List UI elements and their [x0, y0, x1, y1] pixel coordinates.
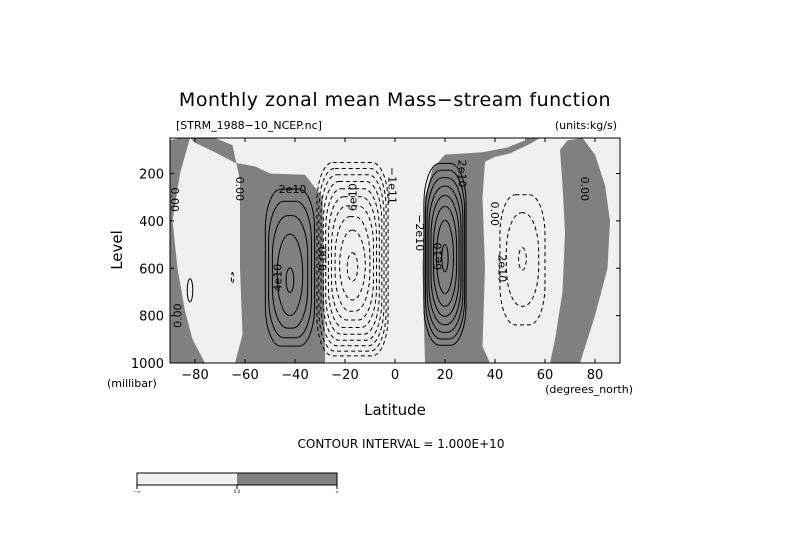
contour-line	[264, 188, 316, 347]
contour-label: 0.00	[578, 177, 591, 202]
contour-line	[285, 267, 295, 293]
x-unit-label: (degrees_north)	[545, 383, 633, 396]
southern-polar-cell-contours	[186, 278, 194, 303]
colorbar-bin	[137, 473, 237, 485]
southern-mid-positive	[190, 138, 325, 363]
southern-ferrel-cell-contours	[230, 271, 234, 285]
x-tick-label: 40	[487, 368, 504, 383]
y-unit-label: (millibar)	[107, 377, 157, 390]
contour-line	[276, 233, 304, 317]
x-tick-label: −60	[231, 368, 258, 383]
y-axis-title: Level	[108, 230, 126, 270]
contour-line	[441, 244, 449, 273]
y-tick-label: 600	[139, 262, 164, 277]
northern-polar-positive	[550, 138, 610, 363]
colorbar-bin	[237, 473, 337, 485]
contour-line	[316, 162, 389, 357]
contour-label: 2e10	[496, 254, 509, 282]
contour-line	[346, 252, 359, 282]
contour-label: 6e10	[432, 243, 445, 271]
tropical-cell-south-contours	[316, 162, 389, 357]
contour-label: 0.00	[233, 177, 246, 202]
colorbar-label: 0.0	[234, 489, 241, 494]
contour-line	[425, 169, 466, 340]
contour-label: 6e10	[347, 183, 360, 211]
x-tick-label: 80	[587, 368, 604, 383]
southern-mid-cell-contours	[264, 188, 316, 347]
contour-line	[268, 200, 313, 339]
plot-area: 2e10 4e10 2e10 6e10 2e10 0.00 0.00 0.00 0.00 0.00…	[168, 137, 621, 364]
contour-line	[320, 174, 385, 347]
contour-label: −1e11	[386, 167, 399, 204]
colorbar-frame	[136, 472, 338, 486]
contour-line	[339, 229, 366, 301]
southern-polar-positive	[170, 138, 205, 363]
contour-label: 0.00	[488, 202, 501, 227]
contour-label: 0.00	[172, 303, 185, 328]
contour-label: 2e10	[456, 160, 469, 188]
y-tick-label: 800	[139, 310, 164, 325]
contour-label: 0.00	[168, 187, 181, 212]
y-tick-label: 1000	[131, 357, 164, 372]
x-tick-label: 60	[537, 368, 554, 383]
contour-line	[334, 216, 371, 312]
file-label: [STRM_1988−10_NCEP.nc]	[176, 119, 322, 132]
contour-line	[318, 168, 387, 352]
x-tick-label: −20	[331, 368, 358, 383]
contour-line	[271, 215, 309, 329]
contour-line	[428, 185, 462, 326]
colorbar-label: ∞	[335, 489, 338, 494]
contour-line	[423, 162, 467, 346]
contour-label: 4e10	[272, 264, 285, 292]
colorbar: −∞ 0.0 ∞	[134, 472, 339, 494]
contour-line	[505, 212, 540, 307]
x-tick-label: −80	[181, 368, 208, 383]
x-tick-label: 0	[391, 368, 399, 383]
contour-line	[499, 194, 546, 326]
northern-ferrel-cell-contours	[499, 194, 546, 326]
y-tick-label: 400	[139, 215, 164, 230]
tropical-north-positive	[422, 138, 540, 363]
contour-line	[186, 278, 194, 303]
contour-line	[331, 205, 374, 321]
contour-line	[436, 219, 454, 295]
x-axis-ticks: −80 −60 −40 −20 0 20 40 60 80	[181, 138, 603, 383]
tropical-cell-north-contours	[423, 162, 467, 346]
units-label: (units:kg/s)	[555, 119, 617, 132]
contour-line	[322, 181, 383, 341]
x-axis-title: Latitude	[364, 401, 426, 419]
y-tick-label: 200	[139, 168, 164, 183]
contour-line	[230, 271, 234, 285]
contour-line	[426, 177, 464, 333]
contour-line	[325, 188, 380, 335]
contour-label: −2e10	[413, 214, 426, 251]
contour-interval-label: CONTOUR INTERVAL = 1.000E+10	[298, 437, 505, 451]
contour-line	[432, 205, 458, 307]
contour-line	[430, 194, 460, 317]
y-axis-ticks: 200 400 600 800 1000	[131, 168, 620, 372]
x-tick-label: −40	[281, 368, 308, 383]
x-tick-label: 20	[437, 368, 454, 383]
contour-label: 0.00	[317, 247, 330, 272]
colorbar-label: −∞	[134, 489, 141, 494]
contour-label: 2e10	[279, 183, 307, 196]
contour-line	[518, 247, 527, 271]
contour-line	[327, 196, 377, 328]
chart-title: Monthly zonal mean Mass−stream function	[179, 89, 611, 111]
